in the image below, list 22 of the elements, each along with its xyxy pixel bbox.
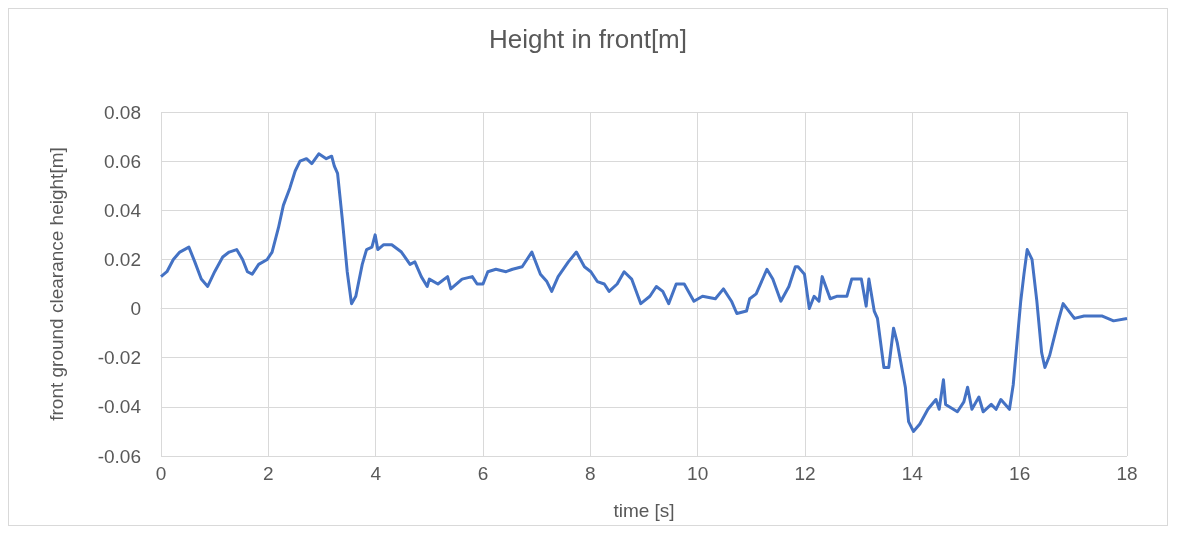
x-tick-label: 16 [1009,463,1031,484]
y-tick-label: -0.06 [97,445,141,467]
y-tick-label: 0.04 [104,199,142,221]
x-tick-label: 4 [370,463,382,484]
x-tick-label: 6 [477,463,489,484]
x-tick-label: 2 [263,463,274,484]
x-tick-label: 8 [585,463,596,484]
x-axis-title: time [s] [613,500,675,521]
x-tick-label: 12 [794,463,816,484]
y-tick-label: -0.02 [97,347,141,369]
y-tick-label: 0.08 [104,101,141,123]
x-tick-label: 18 [1116,463,1138,484]
y-tick-label: 0.02 [104,248,141,270]
line-series [159,152,1129,433]
y-axis-title: front ground clearance height[m] [46,147,67,421]
x-tick-label: 10 [687,463,709,484]
y-tick-label: 0.06 [104,150,141,172]
x-tick-label: 14 [901,463,924,484]
x-tick-label: 0 [155,463,167,484]
y-tick-label: 0 [130,298,141,320]
y-tick-label: -0.04 [97,396,142,418]
chart-title: Height in front[m] [489,24,687,54]
